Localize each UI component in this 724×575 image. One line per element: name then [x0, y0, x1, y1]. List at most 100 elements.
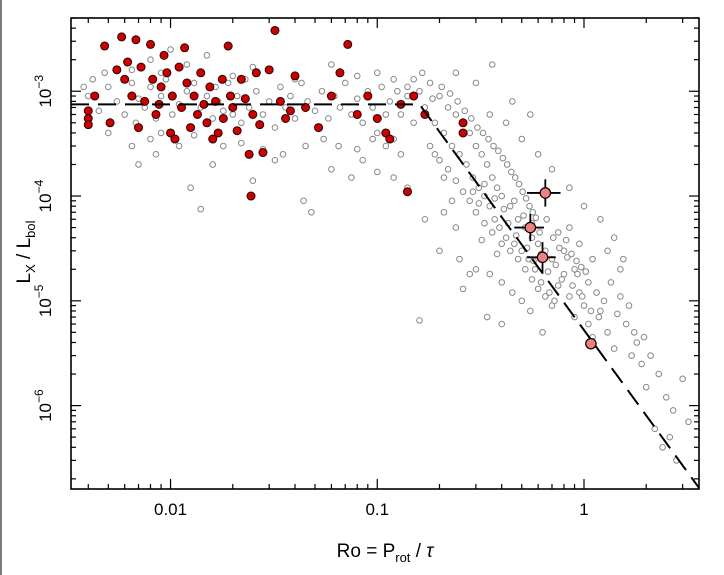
sample-star-point: [452, 177, 460, 185]
sample-star-point: [238, 139, 245, 147]
sample-star-point: [486, 270, 494, 278]
sample-star-point: [459, 188, 467, 195]
sample-star-point: [478, 151, 485, 158]
sample-star-point: [328, 61, 335, 68]
sample-star-point: [162, 76, 170, 83]
sample-star-point: [546, 289, 553, 296]
sample-star-point: [152, 151, 160, 158]
saturated-star-point: [223, 41, 233, 51]
sample-star-point: [209, 161, 217, 168]
saturated-star-point: [240, 94, 250, 104]
sample-star-point: [498, 192, 506, 200]
window-left-edge: [0, 0, 2, 575]
sample-star-point: [291, 115, 299, 122]
target-star-point: [536, 251, 549, 264]
sample-star-point: [431, 151, 439, 158]
sample-star-point: [259, 111, 267, 118]
saturated-star-point: [409, 91, 419, 101]
sample-star-point: [452, 111, 460, 118]
sample-star-point: [404, 83, 411, 91]
sample-star-point: [128, 66, 136, 74]
sample-star-point: [298, 79, 305, 87]
target-star-point: [539, 187, 552, 199]
saturated-star-point: [228, 102, 238, 112]
sample-star-point: [311, 107, 319, 115]
saturated-star-point: [225, 91, 235, 101]
sample-star-point: [610, 234, 618, 242]
sample-star-point: [479, 129, 487, 137]
sample-star-point: [655, 370, 663, 378]
saturated-star-point: [166, 128, 176, 138]
sample-star-point: [679, 375, 686, 383]
sample-star-point: [556, 244, 563, 252]
sample-star-point: [320, 135, 327, 143]
sample-star-point: [536, 229, 543, 236]
sample-star-point: [633, 339, 641, 346]
sample-star-point: [128, 142, 136, 150]
saturated-star-point: [301, 102, 311, 112]
saturated-star-point: [343, 39, 353, 49]
sample-star-point: [446, 90, 454, 97]
sample-star-point: [229, 72, 237, 80]
sample-star-point: [508, 168, 515, 176]
sample-star-point: [610, 345, 618, 352]
sample-star-point: [604, 247, 611, 255]
sample-star-point: [147, 83, 154, 91]
sample-star-point: [359, 156, 366, 164]
sample-star-point: [466, 270, 474, 278]
sample-star-point: [509, 289, 516, 296]
sample-star-point: [518, 135, 526, 143]
sample-star-point: [147, 135, 154, 143]
sample-star-point: [438, 83, 446, 91]
sample-star-point: [543, 215, 550, 223]
sample-star-point: [474, 124, 481, 131]
sample-star-point: [436, 156, 443, 164]
saturated-star-point: [182, 78, 192, 88]
saturated-star-point: [258, 148, 268, 158]
sample-star-point: [390, 174, 397, 181]
saturated-star-point: [217, 74, 227, 84]
sample-star-point: [418, 69, 426, 77]
y-tick-label: 10−4: [32, 179, 55, 212]
sample-star-point: [454, 98, 462, 105]
rotation-activity-relation-line: [71, 103, 700, 489]
plot-frame: [70, 17, 700, 490]
saturated-star-point: [192, 109, 202, 119]
sample-star-point: [491, 195, 499, 202]
sample-star-point: [585, 279, 592, 286]
sample-star-point: [466, 129, 474, 137]
sample-star-point: [518, 297, 526, 305]
sample-star-point: [369, 104, 376, 111]
sample-star-point: [167, 46, 174, 53]
saturated-star-point: [213, 128, 223, 138]
sample-star-point: [456, 255, 463, 263]
sample-star-point: [478, 236, 485, 244]
sample-star-point: [542, 293, 549, 300]
sample-star-point: [353, 145, 361, 153]
sample-star-point: [520, 212, 527, 219]
sample-star-point: [527, 307, 534, 315]
saturated-star-point: [127, 91, 137, 101]
sample-star-point: [426, 79, 434, 87]
sample-star-point: [89, 76, 96, 83]
saturated-star-point: [90, 91, 100, 101]
sample-star-point: [397, 111, 405, 118]
sample-star-point: [229, 111, 237, 118]
sample-star-point: [95, 107, 103, 115]
sample-star-point: [597, 307, 604, 315]
sample-star-point: [532, 214, 540, 222]
sample-star-point: [593, 289, 600, 296]
sample-star-point: [488, 229, 496, 236]
saturated-star-point: [170, 134, 180, 144]
relation-line-layer: [71, 103, 700, 489]
sample-star-point: [410, 119, 417, 127]
sample-star-point: [271, 124, 279, 131]
sample-star-point: [651, 425, 659, 433]
saturated-star-point: [180, 43, 190, 53]
sample-star-point: [277, 83, 284, 91]
x-tick-label: 0.01: [154, 500, 187, 519]
sample-star-point: [440, 208, 448, 216]
x-axis-label: Ro = Prot / τ: [337, 541, 436, 565]
sample-star-point: [617, 265, 624, 273]
sample-star-point: [444, 104, 452, 111]
